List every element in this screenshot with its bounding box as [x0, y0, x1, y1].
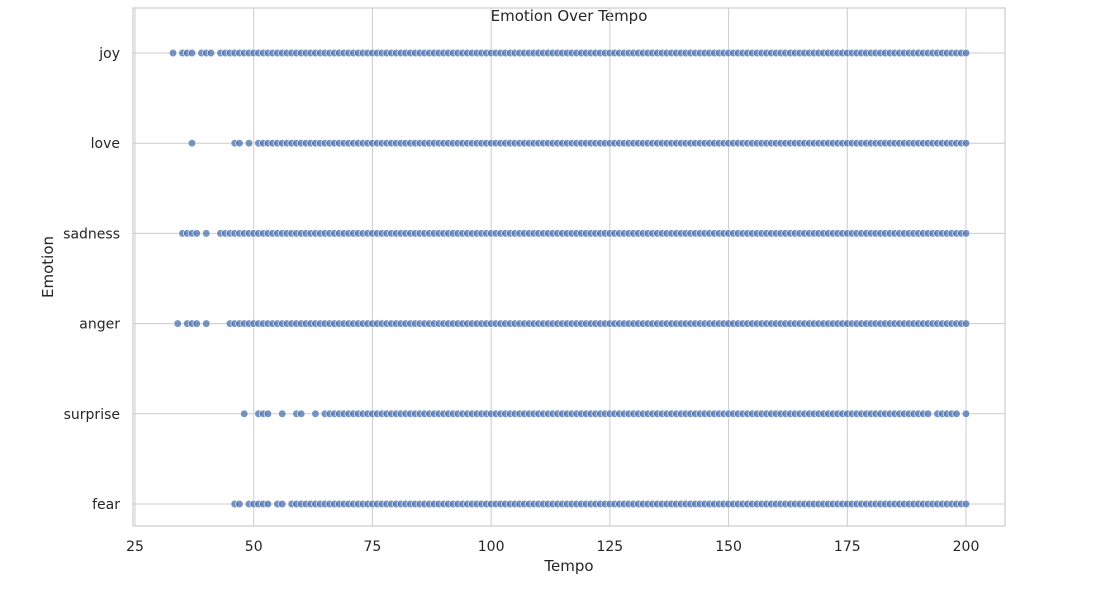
- y-tick-label: surprise: [64, 407, 120, 423]
- x-tick-label: 200: [953, 539, 980, 555]
- y-tick-label: love: [91, 136, 120, 152]
- y-tick-label: sadness: [63, 226, 120, 242]
- x-tick-label: 100: [478, 539, 505, 555]
- x-tick-label: 25: [126, 539, 144, 555]
- scatter-point: [240, 409, 249, 418]
- scatter-point: [263, 499, 273, 509]
- scatter-point: [192, 229, 201, 238]
- scatter-point: [263, 409, 273, 418]
- scatter-point: [961, 319, 971, 328]
- scatter-point: [961, 139, 971, 148]
- x-tick-label: 125: [596, 539, 623, 555]
- scatter-point: [235, 499, 244, 509]
- x-gridlines: [134, 8, 967, 526]
- x-tick-label: 50: [245, 539, 263, 555]
- scatter-point: [961, 409, 971, 418]
- y-axis-label: Emotion: [39, 236, 57, 298]
- y-tick-label: joy: [98, 46, 120, 62]
- scatter-point: [923, 409, 933, 418]
- x-tick-label: 175: [834, 539, 861, 555]
- scatter-point: [311, 409, 320, 418]
- scatter-point: [235, 139, 244, 148]
- y-gridlines: [133, 52, 1005, 505]
- data-points: [168, 48, 971, 509]
- scatter-point: [952, 409, 961, 418]
- scatter-point: [278, 409, 287, 418]
- x-tick-label: 75: [364, 539, 382, 555]
- scatter-point: [187, 48, 197, 58]
- scatter-point: [202, 229, 211, 238]
- scatter-point: [168, 48, 178, 58]
- scatter-point: [192, 319, 201, 328]
- y-tick-labels: joy love sadness anger surprise fear: [63, 46, 120, 513]
- scatter-point: [173, 319, 182, 328]
- scatter-point: [206, 48, 216, 58]
- x-tick-labels: 25 50 75 100 125 150 175 200: [126, 539, 979, 555]
- scatter-point: [202, 319, 211, 328]
- y-tick-label: fear: [92, 497, 120, 513]
- scatter-point: [961, 229, 971, 238]
- x-axis-label: Tempo: [543, 557, 593, 575]
- x-tick-label: 150: [715, 539, 742, 555]
- chart-title: Emotion Over Tempo: [491, 7, 648, 25]
- scatter-point: [961, 499, 971, 509]
- scatter-point: [297, 409, 306, 418]
- plot-frame: [132, 7, 1006, 527]
- scatter-point: [961, 48, 971, 58]
- scatter-point: [187, 139, 197, 148]
- y-tick-label: anger: [79, 317, 120, 333]
- scatter-point: [278, 499, 287, 509]
- scatter-point: [244, 139, 254, 148]
